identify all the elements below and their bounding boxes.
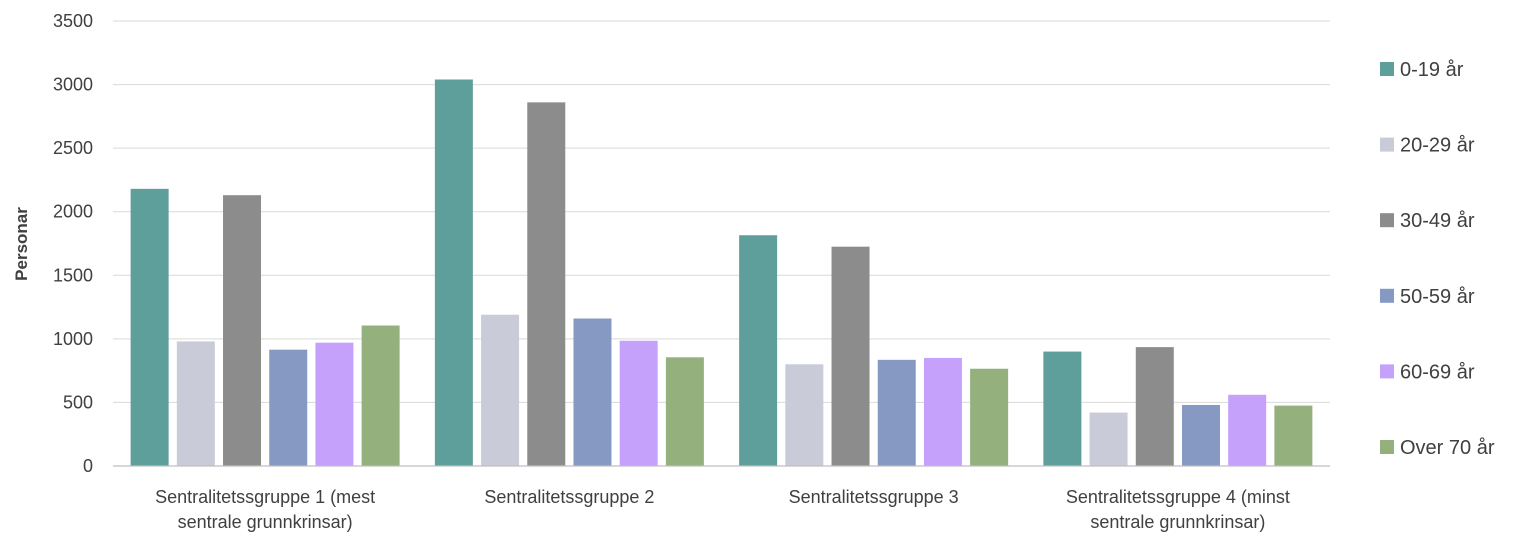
bar — [1181, 404, 1220, 466]
bar — [1228, 394, 1267, 466]
legend-swatch — [1380, 213, 1394, 228]
legend-item: 20-29 år — [1380, 135, 1475, 157]
gridlines — [113, 20, 1330, 403]
legend-label: Over 70 år — [1400, 437, 1495, 459]
y-tick-label: 1500 — [53, 265, 93, 285]
bar — [269, 349, 308, 466]
legend-label: 60-69 år — [1400, 361, 1475, 383]
legend-swatch — [1380, 288, 1394, 303]
legend-swatch — [1380, 62, 1394, 76]
x-category-label: Sentralitetssgruppe 4 (minst sentrale gru… — [1066, 487, 1290, 532]
y-tick-label: 2000 — [53, 202, 93, 222]
legend-label: 50-59 år — [1400, 286, 1475, 308]
bar — [130, 188, 169, 467]
bar — [877, 359, 916, 466]
bars — [130, 79, 1313, 467]
bar — [785, 364, 824, 466]
bar — [1274, 405, 1313, 466]
y-tick-label: 3000 — [53, 75, 93, 95]
legend-swatch — [1380, 440, 1394, 454]
bar — [223, 195, 262, 466]
bar — [176, 341, 215, 466]
y-tick-label: 0 — [83, 456, 93, 476]
legend-item: 0-19 år — [1380, 59, 1464, 81]
y-axis-label: Personar — [12, 207, 31, 281]
legend-item: 60-69 år — [1380, 361, 1475, 383]
legend-item: 50-59 år — [1380, 286, 1475, 308]
legend-label: 30-49 år — [1400, 210, 1475, 232]
x-category-label: Sentralitetssgruppe 2 — [484, 487, 654, 507]
legend-swatch — [1380, 137, 1394, 152]
legend-label: 20-29 år — [1400, 135, 1475, 157]
bar — [573, 318, 612, 466]
legend-item: Over 70 år — [1380, 437, 1495, 459]
bar — [315, 342, 354, 466]
bar — [665, 357, 704, 466]
y-tick-labels: 0 500 1000 1500 2000 2500 3000 3500 — [53, 11, 93, 476]
legend-label: 0-19 år — [1400, 59, 1464, 81]
legend-item: 30-49 år — [1380, 210, 1475, 232]
bar — [1135, 347, 1174, 466]
bar — [739, 235, 778, 466]
y-tick-label: 1000 — [53, 329, 93, 349]
legend-swatch — [1380, 364, 1394, 379]
x-category-labels: Sentralitetssgruppe 1 (mest sentrale grun… — [155, 487, 1290, 532]
bar — [619, 340, 658, 466]
bar — [1043, 351, 1082, 466]
y-tick-label: 2500 — [53, 138, 93, 158]
bar — [527, 102, 566, 466]
bar — [434, 79, 473, 466]
bar — [1089, 412, 1128, 466]
y-tick-label: 3500 — [53, 11, 93, 31]
x-category-label: Sentralitetssgruppe 3 — [789, 487, 959, 507]
bar — [481, 314, 520, 466]
bar — [970, 368, 1009, 466]
x-category-label: Sentralitetssgruppe 1 (mest sentrale grun… — [155, 487, 375, 532]
legend: 0-19 år 20-29 år 30-49 år 50-59 år 60-69 år O… — [1380, 59, 1495, 459]
bar — [831, 246, 870, 466]
bar — [923, 357, 962, 466]
y-tick-label: 500 — [63, 392, 93, 412]
bar — [361, 325, 400, 466]
